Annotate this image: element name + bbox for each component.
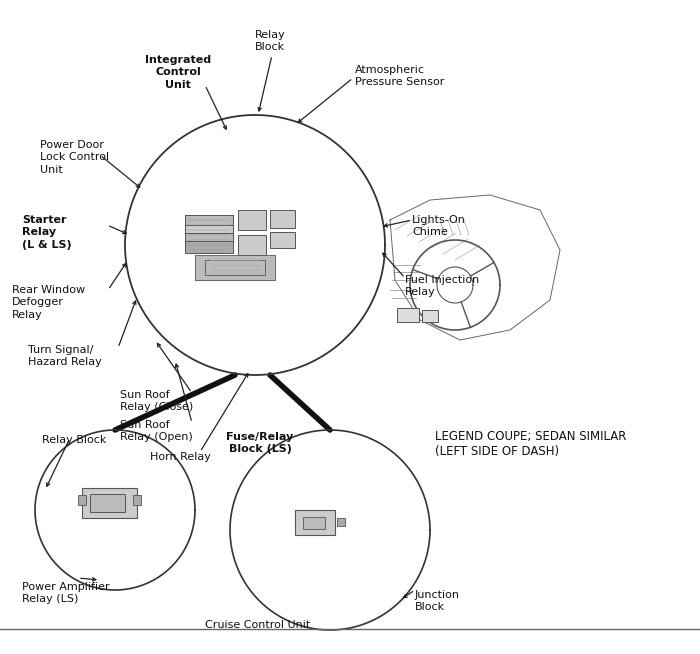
Bar: [195, 255, 275, 280]
Bar: [205, 260, 265, 275]
Text: Junction
Block: Junction Block: [415, 590, 460, 612]
Bar: [295, 510, 335, 535]
Bar: [78, 495, 86, 505]
Text: Cruise Control Unit: Cruise Control Unit: [205, 620, 311, 630]
Text: Power Door
Lock Control
Unit: Power Door Lock Control Unit: [40, 140, 109, 175]
Bar: [397, 308, 419, 322]
Text: Rear Window
Defogger
Relay: Rear Window Defogger Relay: [12, 285, 85, 320]
Text: LEGEND COUPE; SEDAN SIMILAR
(LEFT SIDE OF DASH): LEGEND COUPE; SEDAN SIMILAR (LEFT SIDE O…: [435, 430, 626, 458]
Bar: [185, 215, 233, 225]
Text: Power Amplifier
Relay (LS): Power Amplifier Relay (LS): [22, 582, 110, 604]
Bar: [133, 495, 141, 505]
Bar: [337, 518, 345, 526]
Bar: [238, 210, 266, 230]
Bar: [303, 517, 325, 529]
Bar: [185, 215, 233, 253]
Text: Horn Relay: Horn Relay: [150, 452, 211, 462]
Text: Fuse/Relay
Block (LS): Fuse/Relay Block (LS): [226, 432, 293, 455]
Bar: [270, 232, 295, 248]
Text: Lights-On
Chime: Lights-On Chime: [412, 215, 466, 237]
Bar: [82, 488, 137, 518]
Text: Fuel Injection
Relay: Fuel Injection Relay: [405, 275, 480, 298]
Bar: [185, 233, 233, 241]
Bar: [270, 210, 295, 228]
Text: Atmospheric
Pressure Sensor: Atmospheric Pressure Sensor: [355, 65, 444, 88]
Bar: [90, 494, 125, 512]
Text: Relay
Block: Relay Block: [255, 30, 286, 52]
Text: Integrated
Control
Unit: Integrated Control Unit: [145, 55, 211, 90]
Text: Sun Roof
Relay (Open): Sun Roof Relay (Open): [120, 420, 192, 442]
Text: Starter
Relay
(L & LS): Starter Relay (L & LS): [22, 215, 71, 250]
Bar: [422, 310, 438, 322]
Text: Turn Signal/
Hazard Relay: Turn Signal/ Hazard Relay: [28, 345, 101, 368]
Text: Relay Block: Relay Block: [42, 435, 106, 445]
Bar: [238, 235, 266, 255]
Text: Sun Roof
Relay (Close): Sun Roof Relay (Close): [120, 390, 193, 413]
Bar: [185, 225, 233, 233]
